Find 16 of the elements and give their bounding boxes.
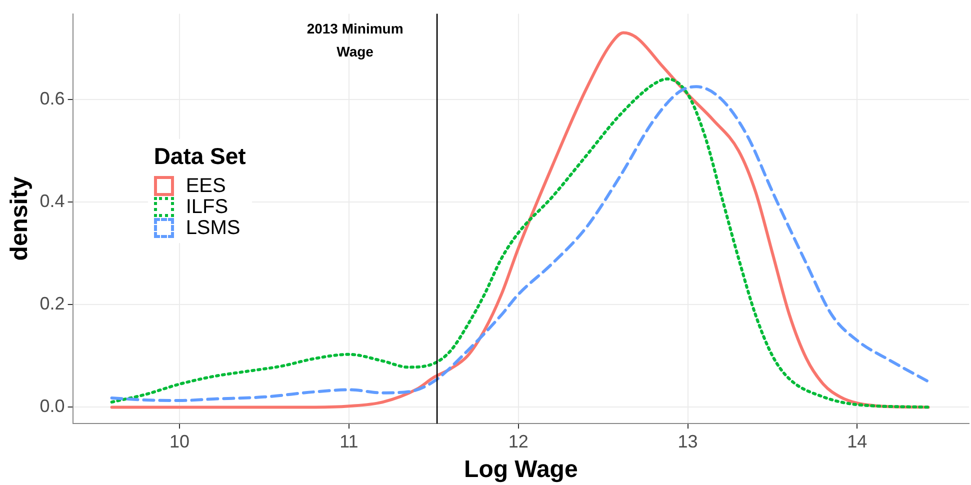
legend-label: ILFS	[186, 196, 228, 219]
y-tick-label: 0.4	[40, 191, 65, 211]
legend-title: Data Set	[154, 142, 246, 170]
x-tick-label: 13	[678, 431, 698, 452]
y-tick-label: 0.6	[40, 88, 65, 108]
y-tick-label: 0.0	[40, 396, 65, 416]
legend-label: LSMS	[186, 216, 240, 240]
y-tick-label: 0.2	[40, 294, 65, 314]
x-tick-label: 12	[508, 431, 528, 452]
y-axis-title: density	[6, 176, 34, 261]
x-tick-label: 14	[847, 431, 868, 452]
x-tick-label: 10	[170, 431, 190, 452]
ref-line-label: 2013 Minimum Wage	[306, 20, 404, 60]
legend-label: EES	[186, 174, 226, 198]
x-axis-title: Log Wage	[464, 456, 578, 484]
x-tick-label: 11	[340, 431, 358, 452]
